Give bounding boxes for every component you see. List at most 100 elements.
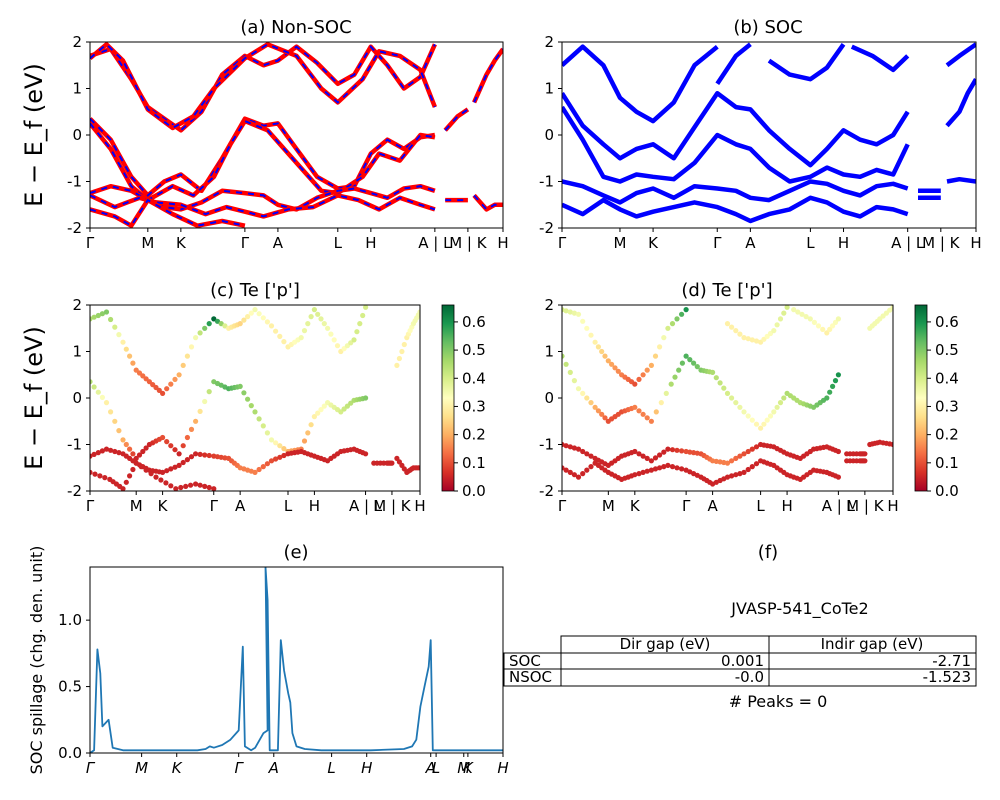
x-tick-label: H (781, 497, 792, 515)
y-tick-label: -2 (67, 219, 82, 237)
band-point (674, 465, 680, 471)
band-point (136, 452, 143, 458)
band-point (724, 390, 731, 396)
band-point (277, 454, 283, 460)
band-line (562, 105, 910, 184)
table-row-label: SOC (509, 652, 541, 670)
band-point (321, 321, 327, 327)
band-point (331, 337, 337, 343)
band-point (724, 460, 731, 466)
band-point (644, 367, 650, 373)
colorbar-tick-label: 0.2 (935, 426, 959, 444)
band-point (163, 480, 169, 486)
x-tick-label: A (745, 234, 756, 252)
x-tick-label: H (970, 234, 981, 252)
band-point (811, 319, 818, 325)
band-point (669, 447, 676, 453)
y-tick-label: 2 (72, 296, 82, 314)
x-tick-label: L (284, 497, 293, 515)
axes-frame (89, 566, 504, 754)
band-point (777, 400, 784, 406)
band-point (164, 386, 170, 392)
band-point (652, 466, 659, 472)
band-point (669, 321, 676, 327)
band-point (657, 465, 663, 471)
table-footer: # Peaks = 0 (729, 692, 828, 711)
band-point (592, 404, 598, 410)
band-point (774, 404, 780, 410)
band-point (202, 452, 208, 458)
y-tick-label: 0 (72, 126, 82, 144)
band-point (143, 445, 149, 451)
band-point (172, 376, 178, 382)
band-point (679, 448, 685, 454)
y-tick-label: -1 (539, 436, 554, 454)
x-tick-label: M (141, 234, 154, 252)
axes-frame (561, 41, 977, 229)
band-point (835, 316, 842, 322)
band-point (116, 332, 122, 338)
band-point (771, 328, 777, 334)
colorbar-tick-label: 0.5 (935, 341, 959, 359)
band-point (777, 316, 784, 322)
x-tick-label: H (365, 234, 376, 252)
panel-f-title: (f) (758, 542, 778, 563)
band-point (281, 452, 287, 459)
x-tick-label: Γ (713, 234, 722, 252)
band-point (580, 448, 586, 455)
band-point (661, 449, 667, 455)
band-point (588, 464, 594, 470)
band-point (729, 473, 735, 479)
band-point (248, 310, 254, 316)
x-tick-label: K (630, 497, 641, 515)
band-point (148, 471, 154, 477)
band-point (140, 448, 146, 455)
colorbar-tick-label: 0.1 (935, 454, 959, 472)
table-row-label: NSOC (509, 668, 552, 686)
band-point (599, 348, 605, 355)
band-point (781, 395, 787, 401)
band-point (737, 471, 743, 477)
y-tick-label: 0 (544, 126, 554, 144)
x-tick-label: H (414, 497, 425, 515)
band-point (281, 446, 287, 452)
band-point (311, 414, 317, 420)
band-point (103, 446, 110, 452)
x-tick-label: K (158, 497, 169, 515)
band-point (123, 479, 129, 485)
band-line-dashed (90, 119, 436, 202)
band-point (184, 353, 190, 359)
band-point (160, 390, 166, 396)
band-point (321, 403, 327, 409)
band-point (120, 486, 126, 491)
band-point (799, 311, 805, 317)
x-tick-label: Γ (558, 497, 567, 515)
table-cell: -1.523 (923, 668, 971, 686)
band-point (764, 417, 770, 423)
x-tick-label: A (425, 759, 436, 777)
band-point (791, 307, 797, 313)
band-point (575, 474, 582, 480)
band-point (636, 376, 642, 382)
band-point (713, 375, 719, 381)
panel-c-title: (c) Te ['p'] (210, 280, 300, 301)
y-tick-label: 1 (544, 80, 554, 98)
x-tick-label: M (135, 759, 148, 777)
panel-b-title: (b) SOC (733, 17, 802, 38)
band-point (103, 400, 110, 406)
band-point (571, 310, 578, 316)
colorbar-tick-label: 0.2 (462, 426, 486, 444)
x-tick-label: M (613, 234, 626, 252)
band-point (648, 418, 655, 424)
colorbar-tick-label: 0.6 (935, 313, 959, 331)
x-tick-label: H (497, 234, 508, 252)
band-point (753, 444, 760, 450)
band-point (575, 446, 582, 452)
band-point (862, 458, 868, 464)
band-point (112, 418, 118, 424)
band-point (563, 443, 569, 449)
band-point (260, 423, 266, 429)
band-point (724, 321, 731, 327)
band-point (679, 466, 685, 472)
